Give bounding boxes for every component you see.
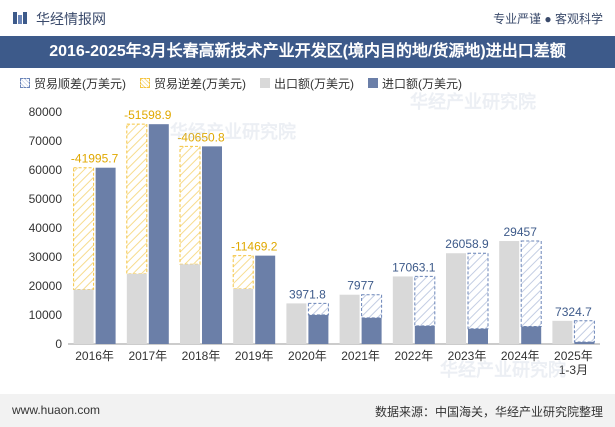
x-tick-label: 2025年 xyxy=(554,349,593,363)
surplus-bar xyxy=(361,294,383,319)
y-tick-label: 10000 xyxy=(29,308,63,322)
export-bar xyxy=(552,320,573,344)
import-bar xyxy=(95,167,116,344)
y-tick-label: 60000 xyxy=(29,163,63,177)
footer: www.huaon.com 数据来源：中国海关，华经产业研究院整理 xyxy=(0,394,615,427)
legend-label-export: 出口额(万美元) xyxy=(274,76,354,91)
surplus-bar xyxy=(307,302,329,316)
watermark-2: 华经产业研究院 xyxy=(410,92,536,112)
surplus-bar xyxy=(520,240,542,327)
balance-label: -41995.7 xyxy=(71,152,119,166)
y-tick-label: 20000 xyxy=(29,279,63,293)
import-bar xyxy=(202,146,222,344)
export-bar xyxy=(286,303,307,344)
x-tick-label: 2022年 xyxy=(394,349,433,363)
legend-swatch-deficit xyxy=(140,78,150,88)
chart-plot: 0 10000 20000 30000 40000 50000 60000 70000 8000… xyxy=(29,105,600,377)
export-bar xyxy=(233,288,254,344)
export-bar xyxy=(339,294,360,344)
x-tick-label: 2021年 xyxy=(341,349,380,363)
export-bar xyxy=(499,241,520,344)
x-tick-label: 2017年 xyxy=(128,349,167,363)
legend-item-import: 进口额(万美元) xyxy=(368,75,462,92)
import-bar xyxy=(414,325,435,344)
x-tick-label: 2023年 xyxy=(448,349,487,363)
huajing-logo-icon xyxy=(13,12,27,24)
surplus-bar xyxy=(414,275,436,327)
balance-label: -40650.8 xyxy=(177,130,225,144)
balance-label: 17063.1 xyxy=(392,260,436,274)
import-bar xyxy=(468,328,488,344)
x-tick-label: 2024年 xyxy=(501,349,540,363)
legend-item-export: 出口额(万美元) xyxy=(260,75,354,92)
legend-swatch-surplus xyxy=(20,78,30,88)
import-bar xyxy=(255,255,276,344)
export-bar xyxy=(392,276,413,344)
y-tick-label: 40000 xyxy=(29,221,63,235)
x-tick-label: 2019年 xyxy=(235,349,274,363)
y-tick-label: 0 xyxy=(55,337,62,351)
chart-legend: 贸易顺差(万美元) 贸易逆差(万美元) 出口额(万美元) 进口额(万美元) xyxy=(20,74,476,92)
legend-label-deficit: 贸易逆差(万美元) xyxy=(154,76,246,91)
y-tick-label: 50000 xyxy=(29,192,63,206)
export-bar xyxy=(73,289,94,344)
import-bar xyxy=(521,326,542,344)
balance-label: 3971.8 xyxy=(289,287,326,301)
export-bar xyxy=(180,264,200,344)
export-bar xyxy=(446,253,466,344)
legend-swatch-export xyxy=(260,78,270,88)
export-bar xyxy=(126,273,147,344)
slogan: 专业严谨 ● 客观科学 xyxy=(493,12,603,26)
import-bar xyxy=(148,124,169,344)
x-tick-label: 2018年 xyxy=(182,349,221,363)
balance-label: 7324.7 xyxy=(555,305,592,319)
deficit-bar xyxy=(232,255,254,290)
y-tick-label: 80000 xyxy=(29,105,63,119)
watermark-1: 华经产业研究院 xyxy=(170,122,296,142)
chart-title: 2016-2025年3月长春高新技术产业开发区(境内目的地/货源地)进出口差额 xyxy=(0,36,615,68)
x-tick-label: 2020年 xyxy=(288,349,327,363)
import-bar xyxy=(361,317,382,344)
balance-label: -51598.9 xyxy=(124,108,172,122)
y-tick-label: 30000 xyxy=(29,250,63,264)
header: 华经情报网 专业严谨 ● 客观科学 xyxy=(0,0,615,36)
x-tick-label: 2016年 xyxy=(75,349,114,363)
x-tick-label: 1-3月 xyxy=(559,363,588,377)
balance-label: 26058.9 xyxy=(445,237,489,251)
balance-label: 7977 xyxy=(347,279,374,293)
deficit-bar xyxy=(179,145,201,265)
legend-swatch-import xyxy=(368,78,378,88)
surplus-bar xyxy=(467,252,489,330)
import-bar xyxy=(308,314,329,344)
balance-label: 29457 xyxy=(504,225,538,239)
surplus-bar xyxy=(573,320,595,343)
legend-item-deficit: 贸易逆差(万美元) xyxy=(140,75,246,92)
deficit-bar xyxy=(73,167,95,290)
footer-site: www.huaon.com xyxy=(12,403,101,417)
watermark-3: 华经产业研究院 xyxy=(440,360,566,380)
legend-label-import: 进口额(万美元) xyxy=(382,76,462,91)
legend-item-surplus: 贸易顺差(万美元) xyxy=(20,75,126,92)
import-bar xyxy=(574,342,595,344)
y-tick-label: 70000 xyxy=(29,134,63,148)
balance-label: -11469.2 xyxy=(231,240,278,254)
deficit-bar xyxy=(126,123,148,275)
legend-label-surplus: 贸易顺差(万美元) xyxy=(34,76,126,91)
footer-source: 数据来源：中国海关，华经产业研究院整理 xyxy=(374,405,603,419)
brand-name: 华经情报网 xyxy=(36,11,106,27)
